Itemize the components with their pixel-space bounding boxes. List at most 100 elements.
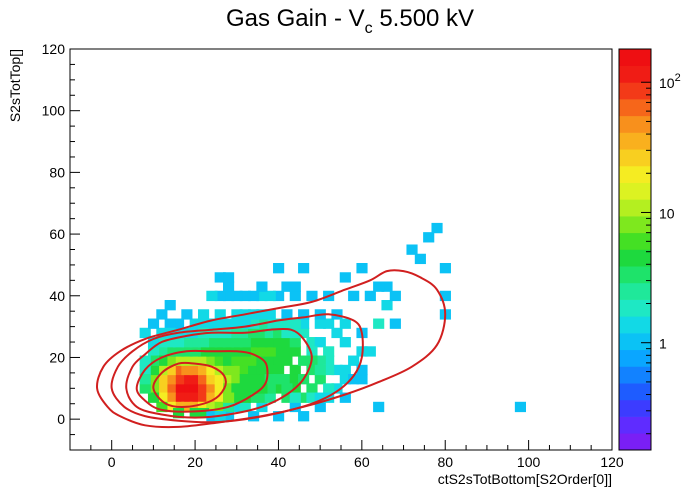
heatmap-cell	[181, 327, 193, 339]
heatmap-cell	[172, 337, 185, 348]
heatmap-cell	[239, 337, 251, 348]
heatmap-cell	[223, 290, 235, 302]
heatmap-cell	[264, 364, 276, 376]
heatmap-cell	[314, 337, 326, 348]
heatmap-cell	[139, 383, 151, 394]
heatmap-cell	[298, 392, 310, 403]
heatmap-cell	[198, 383, 210, 394]
heatmap-cell	[331, 327, 343, 339]
heatmap-cell	[181, 337, 193, 348]
heatmap-cell	[298, 309, 310, 320]
heatmap-cell	[364, 346, 376, 357]
heatmap-cell	[281, 309, 293, 320]
heatmap-cell	[514, 401, 526, 413]
heatmap-cell	[289, 290, 301, 302]
heatmap-cell	[156, 374, 168, 385]
heatmap-cell	[273, 337, 285, 348]
heatmap-cell	[339, 318, 351, 329]
y-tick-label: 80	[49, 164, 65, 180]
heatmap-cell	[289, 318, 301, 329]
heatmap-cell	[198, 407, 210, 419]
heatmap-cell	[281, 392, 293, 403]
contour-line	[135, 349, 269, 413]
heatmap-cell	[323, 364, 335, 376]
heatmap-cell	[147, 392, 160, 403]
heatmap-cell	[306, 392, 318, 403]
heatmap-cell	[189, 337, 201, 348]
heatmap-cell	[339, 337, 351, 348]
heatmap-cell	[239, 318, 251, 329]
heatmap-cell	[198, 374, 210, 385]
heatmap-cell	[206, 401, 218, 413]
heatmap-cell	[156, 346, 168, 357]
heatmap-cell	[164, 392, 176, 403]
heatmap-cell	[256, 281, 268, 292]
heatmap-cell	[298, 318, 310, 329]
heatmap-cell	[281, 281, 293, 292]
heatmap-cell	[256, 392, 268, 403]
heatmap-cell	[248, 337, 260, 348]
heatmap-cell	[231, 318, 243, 329]
heatmap-cell	[231, 337, 243, 348]
contour-lines	[96, 269, 447, 429]
heatmap-cell	[264, 346, 276, 357]
heatmap-cell	[239, 364, 251, 376]
color-palette-ticks	[641, 81, 651, 435]
heatmap-cell	[147, 337, 160, 348]
heatmap-cell	[331, 383, 343, 394]
heatmap-cell	[172, 392, 185, 403]
heatmap-cell	[298, 263, 310, 274]
palette-swatch	[619, 266, 651, 284]
heatmap-cell	[189, 355, 201, 366]
heatmap-cell	[172, 407, 185, 419]
x-axis-ticks	[69, 440, 613, 450]
heatmap-cell	[356, 364, 368, 376]
heatmap-cell	[264, 309, 276, 320]
heatmap-cell	[273, 383, 285, 394]
heatmap-cell	[406, 244, 418, 255]
heatmap-cell	[198, 309, 210, 320]
color-palette-labels: 1 10 102	[659, 72, 681, 351]
heatmap-cell	[273, 411, 285, 422]
heatmap-cell	[231, 383, 243, 394]
heatmap-cell	[248, 364, 260, 376]
heatmap-cell	[172, 318, 185, 329]
x-tick-label: 100	[517, 454, 541, 470]
heatmap-cell	[172, 364, 185, 376]
heatmap-cell	[339, 272, 351, 283]
heatmap-cell	[314, 401, 326, 413]
heatmap-cell	[256, 337, 268, 348]
y-tick-label: 20	[49, 349, 65, 365]
heatmap-cell	[273, 364, 285, 376]
heatmap-cell	[147, 364, 160, 376]
heatmap-cells	[139, 222, 526, 422]
heatmap-cell	[348, 374, 360, 385]
heatmap-cell	[189, 407, 201, 419]
heatmap-cell	[156, 392, 168, 403]
contour-line	[152, 361, 227, 408]
heatmap-cell	[164, 383, 176, 394]
heatmap-cell	[364, 290, 376, 302]
heatmap-cell	[164, 300, 176, 311]
heatmap-cell	[198, 392, 210, 403]
heatmap-cell	[281, 383, 293, 394]
palette-swatch	[619, 299, 651, 317]
heatmap-cell	[289, 346, 301, 357]
heatmap-cell	[156, 327, 168, 339]
heatmap-cell	[181, 392, 193, 403]
heatmap-cell	[289, 401, 301, 413]
heatmap-cell	[273, 355, 285, 366]
heatmap-cell	[139, 327, 151, 339]
heatmap-cell	[214, 309, 226, 320]
heatmap-cell	[306, 337, 318, 348]
heatmap-cell	[172, 346, 185, 357]
heatmap-cell	[181, 309, 193, 320]
heatmap-cell	[172, 374, 185, 385]
heatmap-cell	[164, 337, 176, 348]
heatmap-cell	[314, 374, 326, 385]
heatmap-cell	[348, 290, 360, 302]
y-axis-title: S2sTotTop[]	[7, 49, 23, 122]
heatmap-cell	[323, 346, 335, 357]
heatmap-cell	[281, 337, 293, 348]
heatmap-cell	[206, 364, 218, 376]
